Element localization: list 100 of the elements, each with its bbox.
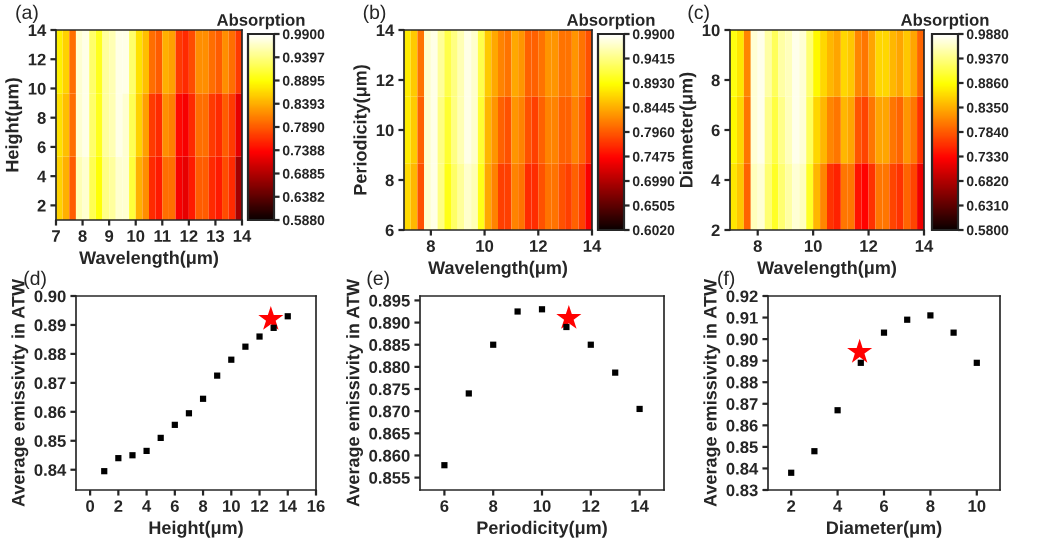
x-tick-label: 12 — [251, 500, 269, 512]
x-tick-label: 12 — [582, 500, 600, 512]
point — [143, 447, 150, 455]
y-tick-label: 4 — [711, 174, 721, 187]
point — [950, 329, 957, 336]
x-tick-label: 16 — [307, 500, 325, 512]
x-tick-label: 14 — [915, 240, 934, 252]
y-tick-label: 0.85 — [34, 435, 66, 447]
y-tick-label: 0.84 — [726, 462, 759, 475]
point — [199, 395, 207, 402]
chart-title: (d) — [24, 270, 46, 289]
y-tick-label: 8 — [385, 174, 394, 187]
point — [270, 324, 277, 331]
y-tick-label: 0.90 — [726, 333, 758, 346]
point — [788, 469, 795, 476]
y-tick-label: 12 — [28, 53, 46, 66]
y-axis-title: Average emissivity in ATW — [703, 278, 721, 507]
y-tick-label: 8 — [37, 112, 46, 124]
y-tick-label: 0.90 — [34, 290, 66, 303]
point — [490, 341, 497, 348]
y-tick-label: 0.92 — [726, 290, 758, 303]
x-axis-title: Wavelength(μm) — [428, 260, 567, 278]
y-tick-label: 0.84 — [34, 464, 67, 476]
x-tick-label: 14 — [583, 240, 602, 252]
point — [228, 356, 235, 363]
point — [587, 341, 594, 348]
point — [115, 455, 122, 462]
point — [256, 333, 263, 340]
x-tick-label: 10 — [476, 240, 494, 252]
y-tick-label: 8 — [711, 74, 720, 87]
point — [811, 448, 818, 455]
point — [563, 323, 570, 331]
y-tick-label: 12 — [376, 74, 394, 87]
y-tick-label: 0.89 — [726, 355, 758, 367]
x-tick-label: 4 — [142, 500, 152, 512]
point — [612, 369, 619, 376]
x-tick-label: 8 — [489, 500, 498, 512]
point — [556, 304, 582, 329]
point — [857, 359, 864, 366]
y-tick-label: 14 — [376, 24, 395, 37]
x-tick-label: 2 — [114, 500, 123, 512]
x-tick-label: 12 — [530, 240, 547, 252]
y-tick-label: 10 — [28, 82, 46, 95]
point — [101, 468, 108, 475]
chart-title: (a) — [16, 4, 38, 23]
x-tick-label: 7 — [52, 230, 60, 242]
x-tick-label: 6 — [879, 500, 889, 512]
y-tick-label: 10 — [702, 24, 720, 37]
y-tick-label: 0.890 — [369, 316, 410, 329]
y-axis-title: Average emissivity in ATW — [346, 278, 364, 507]
point — [538, 306, 546, 313]
point — [847, 338, 873, 363]
y-tick-label: 0.86 — [34, 406, 66, 419]
x-axis-title: Diameter(μm) — [827, 520, 942, 538]
color-bar-title: Absorption — [566, 13, 655, 30]
y-tick-label: 0.85 — [726, 441, 758, 454]
point — [242, 343, 249, 350]
chart-title: (e) — [367, 270, 389, 289]
y-axis-title: Periodicity(μm) — [353, 65, 371, 195]
x-tick-label: 11 — [154, 230, 171, 242]
point — [904, 316, 911, 323]
point — [880, 329, 888, 336]
x-tick-label: 4 — [833, 500, 843, 512]
y-tick-label: 2 — [37, 199, 46, 212]
color-bar-title: Absorption — [216, 13, 305, 30]
x-tick-label: 6 — [440, 500, 449, 512]
chart-title: (c) — [688, 4, 709, 23]
x-axis-title: Wavelength(μm) — [79, 250, 218, 268]
x-tick-label: 0 — [86, 500, 95, 512]
x-tick-label: 14 — [631, 500, 649, 512]
y-tick-label: 10 — [376, 124, 394, 137]
y-tick-label: 0.83 — [726, 484, 758, 497]
y-tick-label: 0.88 — [726, 376, 758, 389]
y-tick-label: 6 — [711, 124, 720, 137]
point — [514, 308, 521, 315]
x-tick-label: 8 — [198, 500, 208, 512]
x-tick-label: 14 — [279, 500, 297, 512]
y-tick-label: 0.895 — [369, 294, 410, 307]
x-tick-label: 13 — [207, 230, 225, 242]
y-axis-title: Diameter(μm) — [679, 72, 697, 187]
point — [185, 410, 193, 417]
x-tick-label: 10 — [223, 500, 240, 512]
y-tick-label: 0.860 — [369, 449, 410, 462]
chart-title: (f) — [718, 270, 735, 289]
y-tick-label: 0.86 — [726, 419, 758, 432]
y-tick-label: 0.91 — [726, 311, 758, 324]
color-bar-title: Absorption — [900, 13, 989, 30]
point — [258, 305, 284, 330]
y-tick-label: 0.88 — [34, 348, 66, 361]
y-tick-label: 6 — [37, 141, 46, 154]
x-axis-title: Wavelength(μm) — [757, 260, 896, 278]
point — [129, 452, 136, 459]
x-tick-label: 10 — [968, 500, 986, 512]
x-tick-label: 8 — [426, 240, 435, 252]
y-tick-label: 0.880 — [369, 361, 410, 374]
x-axis-title: Periodicity(μm) — [477, 520, 607, 538]
y-tick-label: 0.89 — [34, 319, 66, 332]
x-tick-label: 9 — [105, 230, 114, 242]
point — [284, 313, 291, 320]
point — [214, 372, 221, 379]
